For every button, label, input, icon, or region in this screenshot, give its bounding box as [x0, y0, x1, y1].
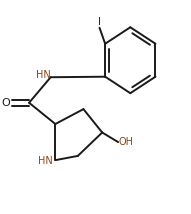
- Text: HN: HN: [38, 156, 53, 166]
- Text: OH: OH: [118, 137, 134, 147]
- Text: HN: HN: [36, 70, 51, 80]
- Text: I: I: [98, 17, 101, 27]
- Text: O: O: [1, 98, 10, 108]
